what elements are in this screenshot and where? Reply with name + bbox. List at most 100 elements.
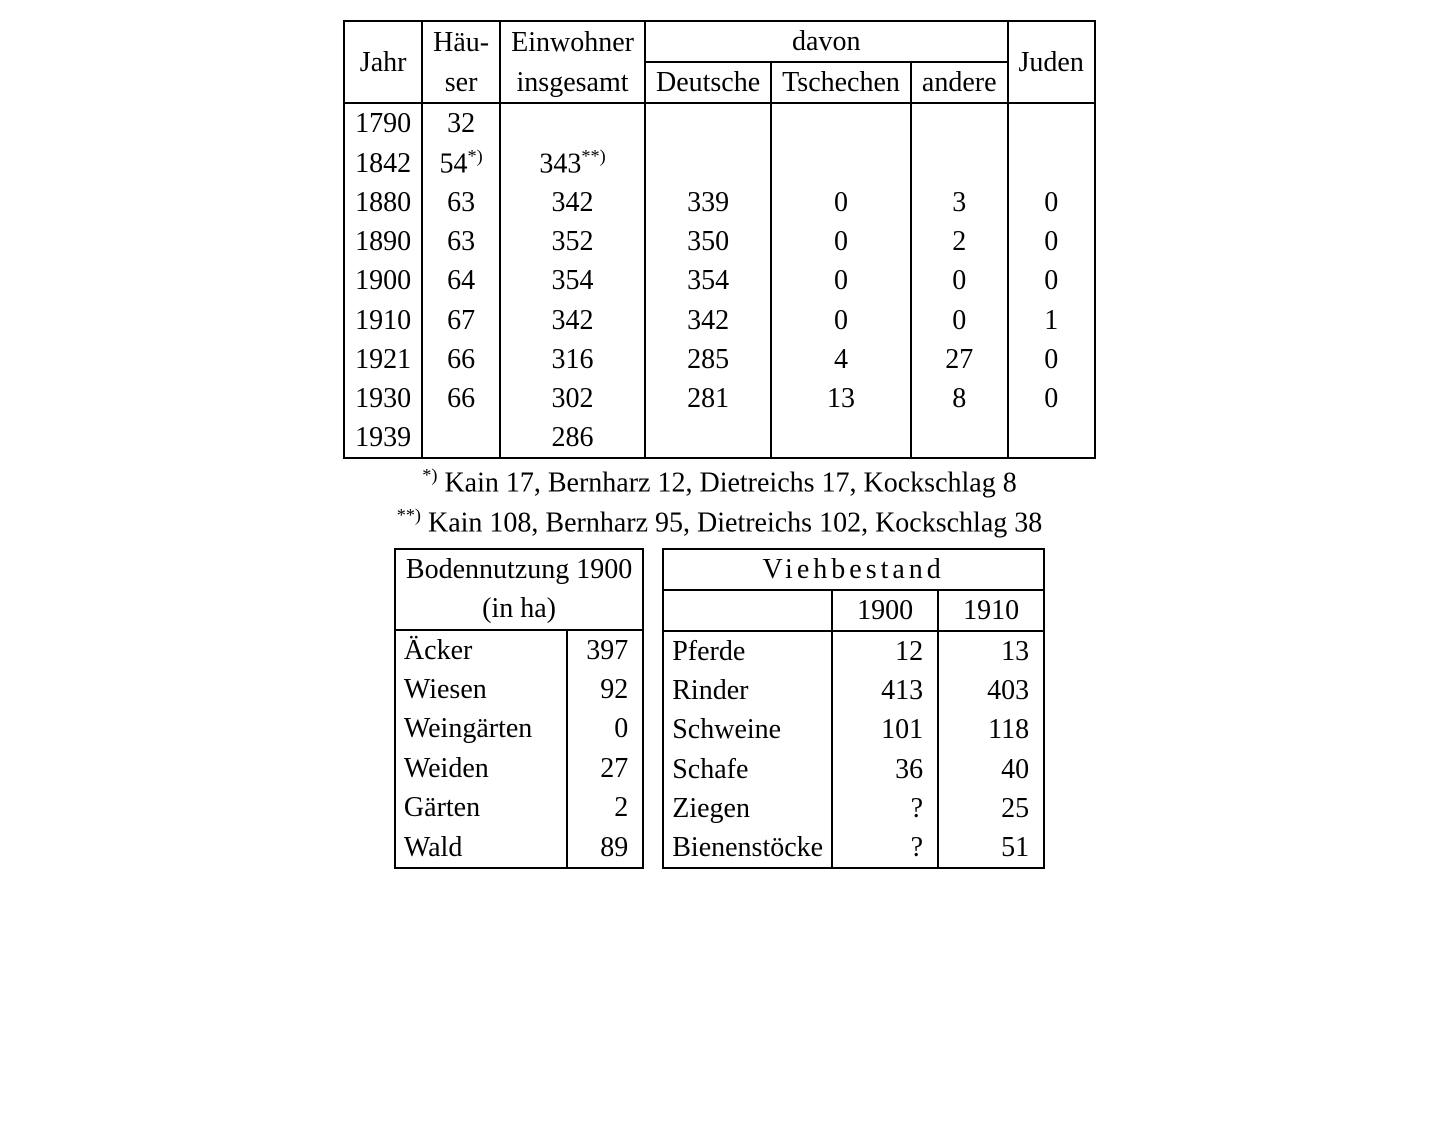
cell-einw: 354 (500, 261, 645, 300)
cell-hauser: 32 (422, 103, 500, 143)
table-row: 188063342339030 (344, 183, 1095, 222)
cell-einw (500, 103, 645, 143)
cell-cz: 0 (771, 222, 911, 261)
cell-ju: 0 (1008, 379, 1095, 418)
col-hauser-1: Häu- (422, 21, 500, 62)
table-row: 179032 (344, 103, 1095, 143)
cell-cz (771, 103, 911, 143)
livestock-1900: ? (832, 789, 938, 828)
cell-cz: 0 (771, 261, 911, 300)
land-label: Gärten (395, 788, 567, 827)
land-value: 27 (567, 749, 644, 788)
cell-hauser: 66 (422, 340, 500, 379)
cell-de: 354 (645, 261, 771, 300)
footnote-1-text: Kain 17, Bernharz 12, Dietreichs 17, Koc… (437, 468, 1016, 499)
cell-hauser: 63 (422, 183, 500, 222)
table-row: 1921663162854270 (344, 340, 1095, 379)
livestock-1900: 36 (832, 750, 938, 789)
table-row: Rinder413403 (663, 671, 1044, 710)
cell-hauser: 63 (422, 222, 500, 261)
table-row: Bienenstöcke?51 (663, 828, 1044, 868)
cell-an (911, 144, 1008, 184)
cell-einw: 286 (500, 418, 645, 458)
table-row: 191067342342001 (344, 301, 1095, 340)
land-title-1: Bodennutzung 1900 (395, 549, 643, 589)
col-juden: Juden (1008, 21, 1095, 103)
cell-einw: 343**) (500, 144, 645, 184)
cell-jahr: 1900 (344, 261, 422, 300)
cell-jahr: 1939 (344, 418, 422, 458)
cell-ju: 0 (1008, 340, 1095, 379)
cell-jahr: 1880 (344, 183, 422, 222)
cell-ju (1008, 144, 1095, 184)
footnote-2-mark: **) (397, 505, 421, 525)
cell-ju: 0 (1008, 222, 1095, 261)
table-row: Gärten2 (395, 788, 643, 827)
footnote-1: *) Kain 17, Bernharz 12, Dietreichs 17, … (20, 463, 1419, 502)
table-row: Pferde1213 (663, 631, 1044, 671)
cell-an: 0 (911, 261, 1008, 300)
livestock-label: Schweine (663, 710, 832, 749)
land-label: Weiden (395, 749, 567, 788)
footnote-2: **) Kain 108, Bernharz 95, Dietreichs 10… (20, 503, 1419, 542)
land-title-2: (in ha) (395, 589, 643, 629)
table-row: 184254*)343**) (344, 144, 1095, 184)
land-label: Wiesen (395, 670, 567, 709)
table-row: 189063352350020 (344, 222, 1095, 261)
livestock-1910: 403 (938, 671, 1044, 710)
col-tschechen: Tschechen (771, 62, 911, 103)
cell-hauser: 67 (422, 301, 500, 340)
land-label: Wald (395, 828, 567, 869)
col-davon: davon (645, 21, 1008, 62)
cell-de: 342 (645, 301, 771, 340)
land-value: 2 (567, 788, 644, 827)
table-row: 1939 286 (344, 418, 1095, 458)
cell-cz (771, 418, 911, 458)
livestock-1910: 118 (938, 710, 1044, 749)
cell-jahr: 1790 (344, 103, 422, 143)
livestock-1900: 12 (832, 631, 938, 671)
livestock-1900: 413 (832, 671, 938, 710)
col-hauser-2: ser (422, 62, 500, 103)
cell-an: 2 (911, 222, 1008, 261)
cell-hauser (422, 418, 500, 458)
cell-jahr: 1890 (344, 222, 422, 261)
cell-de: 285 (645, 340, 771, 379)
livestock-1910: 51 (938, 828, 1044, 868)
livestock-1910: 13 (938, 631, 1044, 671)
table-row: Schafe3640 (663, 750, 1044, 789)
cell-de (645, 103, 771, 143)
col-jahr: Jahr (344, 21, 422, 103)
col-einwohner-2: insgesamt (500, 62, 645, 103)
land-label: Weingärten (395, 709, 567, 748)
cell-ju: 0 (1008, 261, 1095, 300)
livestock-1910: 25 (938, 789, 1044, 828)
cell-cz: 13 (771, 379, 911, 418)
cell-jahr: 1930 (344, 379, 422, 418)
cell-an: 27 (911, 340, 1008, 379)
cell-an (911, 103, 1008, 143)
cell-de: 350 (645, 222, 771, 261)
land-use-table: Bodennutzung 1900 (in ha) Äcker397Wiesen… (394, 548, 644, 870)
table-row: 1930663022811380 (344, 379, 1095, 418)
cell-cz: 0 (771, 301, 911, 340)
cell-an: 8 (911, 379, 1008, 418)
cell-ju: 1 (1008, 301, 1095, 340)
land-value: 89 (567, 828, 644, 869)
land-value: 397 (567, 630, 644, 670)
cell-hauser: 66 (422, 379, 500, 418)
cell-de (645, 418, 771, 458)
cell-einw: 342 (500, 183, 645, 222)
livestock-label: Bienenstöcke (663, 828, 832, 868)
col-deutsche: Deutsche (645, 62, 771, 103)
cell-jahr: 1842 (344, 144, 422, 184)
livestock-1900: ? (832, 828, 938, 868)
livestock-label: Rinder (663, 671, 832, 710)
livestock-year-1: 1900 (832, 590, 938, 631)
livestock-title: Viehbestand (663, 549, 1044, 590)
cell-hauser: 54*) (422, 144, 500, 184)
cell-an (911, 418, 1008, 458)
cell-einw: 316 (500, 340, 645, 379)
land-label: Äcker (395, 630, 567, 670)
cell-ju: 0 (1008, 183, 1095, 222)
